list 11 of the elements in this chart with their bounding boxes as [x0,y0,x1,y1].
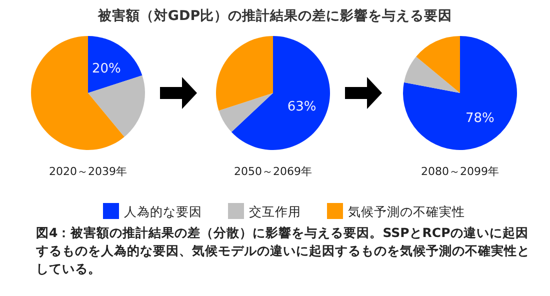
text: 2020～2039年 [49,165,127,178]
chart-title: 被害額（対GDP比）の推計結果の差に影響を与える要因 [96,7,452,24]
text: 2050～2069年 [234,165,312,178]
caption: 図4：被害額の推計結果の差（分散）に影響を与える要因。SSPとRCPの違いに起因するものを人為的な要因、気候モデルの違いに起因するものを気候予測の不確実性としている。 [36,224,531,278]
legend-label: 人為的な要因 [124,204,202,219]
legend-label: 気候予測の不確実性 [348,204,465,219]
text: 2080～2099年 [421,165,499,178]
legend-label: 交互作用 [249,204,301,219]
data-label: 63% [287,99,316,114]
data-label: 20% [92,62,121,77]
data-label: 78% [466,111,494,126]
